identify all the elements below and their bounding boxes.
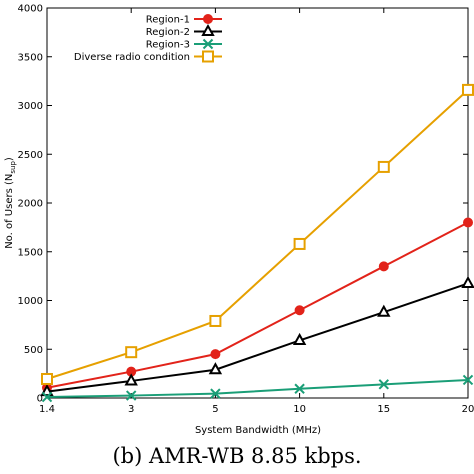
y-axis-label-main: No. of Users (N	[4, 174, 15, 249]
data-point	[40, 384, 54, 397]
series-3	[41, 374, 474, 403]
y-tick-label: 3000	[18, 101, 43, 112]
series-1	[42, 217, 473, 393]
figure-caption: (b) AMR-WB 8.85 kbps.	[112, 444, 362, 468]
y-tick-label: 3500	[18, 52, 43, 63]
data-point	[125, 346, 138, 359]
legend-item-2: Region-2	[146, 23, 222, 38]
data-point	[377, 304, 391, 317]
data-point-stroke	[125, 390, 137, 401]
series-line	[46, 282, 469, 393]
data-point	[377, 160, 390, 173]
data-point-stroke	[210, 388, 221, 399]
series-4	[41, 83, 474, 385]
data-point	[461, 275, 474, 288]
x-tick-label: 20	[462, 404, 474, 415]
legend-item-3: Region-3	[146, 38, 222, 51]
data-point-stroke	[462, 374, 474, 386]
series-line	[46, 378, 469, 399]
y-axis-label: No. of Users (Nsup)	[4, 157, 17, 249]
legend-label: Region-1	[146, 15, 190, 26]
data-point-stroke	[294, 383, 305, 394]
legend-marker-stroke	[202, 38, 214, 50]
data-point	[41, 372, 53, 385]
x-tick-label: 5	[212, 404, 218, 415]
legend-label: Region-3	[146, 40, 190, 51]
legend-item-1: Region-1	[146, 14, 222, 26]
data-point	[463, 217, 473, 228]
y-axis-label-close: )	[4, 157, 15, 161]
x-tick-label: 10	[293, 404, 306, 415]
data-point-stroke	[378, 379, 390, 390]
data-point	[124, 373, 138, 386]
legend-label: Region-2	[146, 27, 190, 38]
y-tick-label: 500	[24, 345, 43, 356]
y-tick-label: 1000	[18, 296, 43, 307]
y-tick-label: 1500	[18, 247, 43, 258]
series-line	[46, 221, 469, 389]
data-point	[209, 314, 222, 327]
data-point	[210, 349, 221, 360]
data-point	[462, 83, 474, 96]
data-point	[378, 379, 390, 390]
data-point	[292, 332, 307, 345]
legend-marker	[201, 23, 215, 36]
data-point	[41, 391, 53, 403]
data-point	[125, 390, 137, 401]
series-line	[46, 89, 469, 380]
data-point	[208, 362, 223, 375]
x-axis-label: System Bandwidth (MHz)	[195, 425, 321, 436]
legend-label: Diverse radio condition	[74, 52, 190, 63]
legend-marker	[203, 14, 213, 24]
y-tick-label: 0	[37, 394, 43, 405]
y-axis-label-sub: sup	[9, 161, 17, 174]
legend-item-4: Diverse radio condition	[74, 50, 222, 63]
axes: 0 500 1000 1500 2000 2500 3000 3500 4000 1.4 3 5 10 1…	[18, 4, 474, 416]
data-point	[462, 374, 474, 386]
data-point	[378, 261, 389, 272]
data-point	[210, 388, 221, 399]
data-point	[293, 237, 306, 250]
data-point	[294, 305, 305, 316]
x-tick-label: 1.4	[39, 404, 55, 415]
x-tick-label: 15	[377, 404, 390, 415]
x-tick-label: 3	[128, 404, 134, 415]
y-tick-label: 2500	[18, 150, 43, 161]
data-point-stroke	[41, 391, 53, 403]
data-point	[294, 383, 305, 394]
plot-frame	[46, 7, 469, 399]
legend-marker	[202, 50, 214, 63]
series-layer	[40, 83, 474, 403]
legend-marker	[202, 38, 214, 50]
y-tick-label: 4000	[18, 4, 43, 15]
series-2	[40, 275, 474, 397]
y-tick-label: 2000	[18, 199, 43, 210]
